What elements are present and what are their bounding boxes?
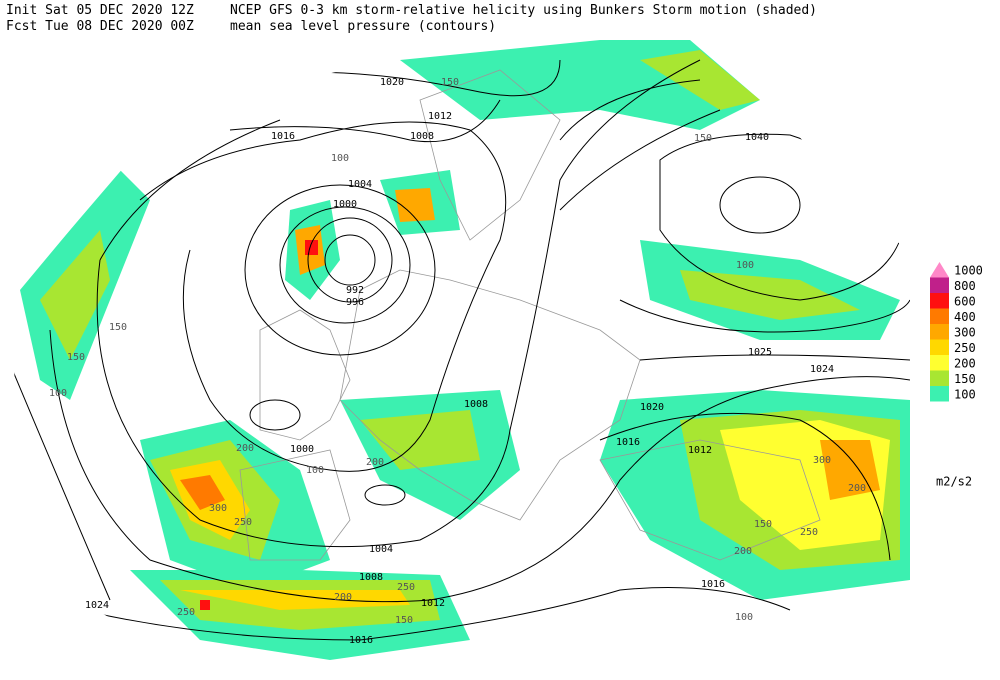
isobar-label: 1008 — [359, 572, 383, 583]
helicity-label: 300 — [209, 503, 227, 514]
isobar-labels: 1020 1016 1012 1008 1004 1000 992 996 10… — [85, 77, 834, 646]
isobar-label: 1020 — [640, 402, 664, 413]
helicity-label: 100 — [331, 153, 349, 164]
helicity-label: 150 — [694, 133, 712, 144]
forecast-time: Fcst Tue 08 DEC 2020 00Z — [6, 19, 194, 34]
legend-swatch — [930, 355, 949, 371]
legend-label: 150 — [954, 372, 976, 386]
helicity-label: 250 — [397, 582, 415, 593]
legend-label: 600 — [954, 294, 976, 308]
isobars — [10, 59, 910, 641]
helicity-label: 150 — [754, 519, 772, 530]
legend-swatch — [930, 277, 949, 293]
isobar-label: 1040 — [745, 132, 769, 143]
legend-label: 100 — [954, 387, 976, 401]
isobar-label: 1024 — [85, 600, 109, 611]
isobar-label: 1004 — [348, 179, 372, 190]
isobar-label: 1004 — [369, 544, 393, 555]
legend-swatch — [930, 324, 949, 340]
coastlines — [239, 69, 821, 561]
helicity-label: 250 — [234, 517, 252, 528]
helicity-label: 200 — [236, 443, 254, 454]
legend-triangle — [930, 262, 949, 278]
isobar-label: 1024 — [810, 364, 834, 375]
helicity-label: 100 — [49, 388, 67, 399]
legend-swatch — [930, 370, 949, 386]
helicity-labels: 150 100 150 100 150 100 150 200 100 250 … — [49, 77, 866, 626]
helicity-label: 150 — [395, 615, 413, 626]
legend-label: 300 — [954, 325, 976, 339]
isobar-label: 992 — [346, 285, 364, 296]
legend-label: 400 — [954, 310, 976, 324]
helicity-label: 200 — [848, 483, 866, 494]
helicity-label: 250 — [177, 607, 195, 618]
isobar-label: 1020 — [380, 77, 404, 88]
isobar-label: 1025 — [748, 347, 772, 358]
helicity-label: 200 — [334, 592, 352, 603]
helicity-label: 100 — [736, 260, 754, 271]
legend-units: m2/s2 — [936, 475, 972, 489]
legend-swatch — [930, 308, 949, 324]
helicity-label: 150 — [441, 77, 459, 88]
helicity-label: 150 — [109, 322, 127, 333]
legend-label: 1000 — [954, 263, 983, 277]
legend-swatch — [930, 339, 949, 355]
shading — [20, 40, 910, 660]
isobar-label: 1008 — [410, 131, 434, 142]
helicity-label: 200 — [734, 546, 752, 557]
legend-swatch — [930, 293, 949, 309]
isobar-label: 1016 — [616, 437, 640, 448]
legend-label: 200 — [954, 356, 976, 370]
header: Init Sat 05 DEC 2020 12Z NCEP GFS 0-3 km… — [6, 3, 817, 34]
helicity-label: 100 — [306, 465, 324, 476]
helicity-label: 150 — [67, 352, 85, 363]
isobar-label: 1016 — [271, 131, 295, 142]
isobar-label: 1016 — [349, 635, 373, 646]
isobar-label: 1000 — [290, 444, 314, 455]
isobar-label: 1008 — [464, 399, 488, 410]
helicity-label: 100 — [735, 612, 753, 623]
field-title: NCEP GFS 0-3 km storm-relative helicity … — [230, 3, 817, 18]
init-time: Init Sat 05 DEC 2020 12Z — [6, 3, 194, 18]
legend-swatch — [930, 386, 949, 402]
isobar-label: 1016 — [701, 579, 725, 590]
isobar-label: 1012 — [428, 111, 452, 122]
isobar-label: 1012 — [421, 598, 445, 609]
contour-title: mean sea level pressure (contours) — [230, 19, 496, 34]
legend-label: 250 — [954, 341, 976, 355]
helicity-label: 300 — [813, 455, 831, 466]
isobar-label: 1012 — [688, 445, 712, 456]
isobar-label: 996 — [346, 297, 364, 308]
helicity-label: 200 — [366, 457, 384, 468]
helicity-label: 250 — [800, 527, 818, 538]
isobar-label: 1000 — [333, 199, 357, 210]
legend-label: 800 — [954, 279, 976, 293]
